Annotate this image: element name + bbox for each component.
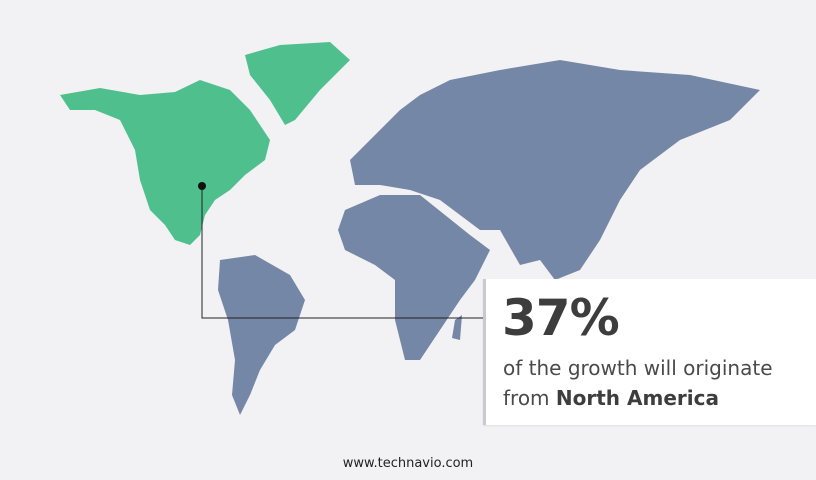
callout-line2: from North America: [503, 383, 773, 413]
south-america: [218, 255, 305, 415]
madagascar: [452, 315, 462, 340]
callout-dot: [198, 182, 206, 190]
callout-description: of the growth will originate from North …: [503, 353, 773, 413]
callout-region: North America: [555, 386, 719, 410]
greenland: [245, 42, 350, 125]
eurasia: [350, 60, 760, 280]
footer-url: www.technavio.com: [342, 456, 474, 471]
growth-percentage: 37%: [502, 289, 620, 347]
callout-leader-line: [201, 186, 483, 319]
callout-line1: of the growth will originate: [503, 356, 773, 380]
africa: [338, 195, 490, 360]
callout-card: 37% of the growth will originate from No…: [483, 279, 816, 425]
callout-line2-prefix: from: [503, 386, 550, 410]
north-america: [60, 80, 270, 245]
